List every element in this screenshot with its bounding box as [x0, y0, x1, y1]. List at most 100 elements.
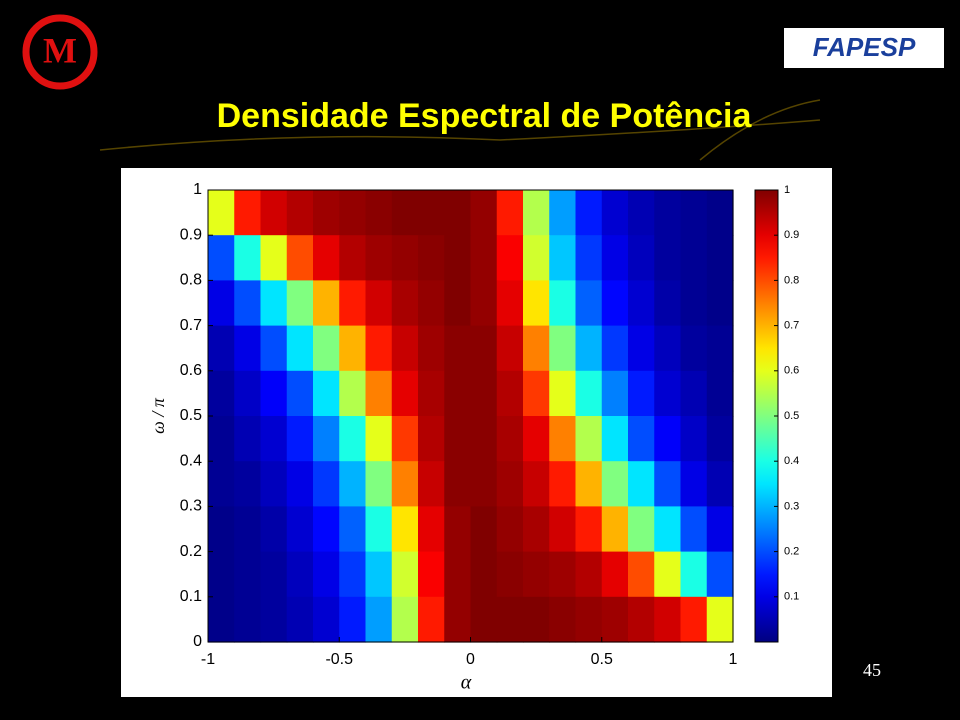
heatmap-cell: [208, 596, 235, 643]
heatmap-cell: [339, 325, 367, 372]
heatmap-cell: [313, 461, 340, 507]
heatmap-cell: [444, 280, 472, 327]
heatmap-cell: [706, 551, 734, 598]
logo-right: FAPESP: [813, 32, 916, 62]
heatmap-cell: [418, 416, 445, 462]
heatmap-cell: [470, 551, 498, 598]
heatmap-cell: [496, 596, 524, 643]
heatmap-cell: [470, 280, 498, 327]
heatmap-cell: [391, 370, 419, 417]
heatmap-cell: [234, 596, 262, 643]
heatmap-cell: [549, 235, 577, 281]
heatmap-cell: [365, 416, 393, 462]
y-tick-label: 0.9: [180, 226, 202, 243]
heatmap-cell: [470, 461, 498, 507]
x-tick-label: 1: [729, 651, 738, 668]
heatmap-cell: [339, 596, 367, 643]
heatmap-cell: [496, 190, 524, 236]
heatmap-cell: [654, 235, 682, 281]
heatmap-cell: [523, 416, 550, 462]
heatmap-cell: [286, 370, 314, 417]
heatmap-cell: [601, 461, 629, 507]
colorbar-tick-label: 0.6: [784, 365, 799, 377]
heatmap-cell: [523, 506, 550, 553]
heatmap-cell: [234, 235, 262, 281]
heatmap-cell: [391, 325, 419, 372]
heatmap-cell: [208, 461, 235, 507]
heatmap-cell: [680, 190, 708, 236]
heatmap-cell: [444, 416, 472, 462]
y-tick-label: 0: [193, 633, 202, 650]
heatmap-cell: [706, 506, 734, 553]
heatmap-cell: [549, 416, 577, 462]
heatmap-cell: [234, 370, 262, 417]
y-tick-label: 0.2: [180, 543, 202, 560]
heatmap-cell: [706, 596, 734, 643]
heatmap-cell: [234, 280, 262, 327]
logo-left: M: [43, 30, 77, 70]
heatmap-cell: [654, 596, 682, 643]
heatmap-cell: [286, 596, 314, 643]
heatmap-cell: [628, 235, 655, 281]
heatmap-cell: [260, 370, 288, 417]
colorbar-tick-label: 0.2: [784, 546, 799, 558]
heatmap-cell: [339, 416, 367, 462]
heatmap-cell: [365, 325, 393, 372]
heatmap-cell: [575, 461, 603, 507]
heatmap-cell: [654, 506, 682, 553]
logo-ring: [22, 14, 98, 90]
y-tick-label: 0.1: [180, 588, 202, 605]
heatmap-cell: [208, 325, 235, 372]
heatmap-cell: [260, 506, 288, 553]
heatmap-cell: [313, 280, 340, 327]
heatmap-cell: [601, 325, 629, 372]
heatmap-cell: [286, 551, 314, 598]
heatmap-cell: [391, 506, 419, 553]
logo-box: [784, 28, 944, 68]
heatmap-cell: [470, 325, 498, 372]
heatmap-cell: [628, 461, 655, 507]
heatmap-cell: [365, 370, 393, 417]
heatmap-cell: [208, 280, 235, 327]
page-number: 45: [863, 660, 881, 680]
heatmap-cell: [680, 461, 708, 507]
y-tick-label: 0.5: [180, 407, 202, 424]
heatmap-cell: [234, 190, 262, 236]
heatmap-cell: [339, 370, 367, 417]
heatmap-cell: [628, 190, 655, 236]
heatmap-cell: [549, 551, 577, 598]
heatmap-cell: [286, 190, 314, 236]
heatmap-cell: [654, 190, 682, 236]
heatmap-cell: [313, 325, 340, 372]
heatmap-cell: [549, 325, 577, 372]
heatmap-cell: [444, 506, 472, 553]
heatmap-cell: [496, 235, 524, 281]
heatmap-cell: [523, 325, 550, 372]
heatmap-cell: [313, 416, 340, 462]
heatmap-cell: [470, 416, 498, 462]
heatmap-cell: [444, 461, 472, 507]
heatmap-cell: [260, 235, 288, 281]
heatmap-cell: [680, 370, 708, 417]
heatmap-cell: [286, 280, 314, 327]
y-tick-label: 0.4: [180, 452, 202, 469]
heatmap-cell: [680, 596, 708, 643]
heatmap-cell: [313, 596, 340, 643]
heatmap-cell: [523, 235, 550, 281]
heatmap-cell: [680, 325, 708, 372]
y-tick-label: 0.6: [180, 362, 202, 379]
heatmap-cell: [208, 416, 235, 462]
heatmap-cell: [575, 551, 603, 598]
heatmap-cell: [418, 190, 445, 236]
colorbar-tick-label: 0.1: [784, 591, 799, 603]
heatmap-cell: [260, 596, 288, 643]
heatmap-cell: [628, 416, 655, 462]
heatmap-cell: [549, 461, 577, 507]
heatmap-cell: [260, 280, 288, 327]
heatmap-cell: [575, 416, 603, 462]
heatmap-cell: [470, 235, 498, 281]
heatmap-cell: [496, 370, 524, 417]
heatmap-cell: [313, 370, 340, 417]
